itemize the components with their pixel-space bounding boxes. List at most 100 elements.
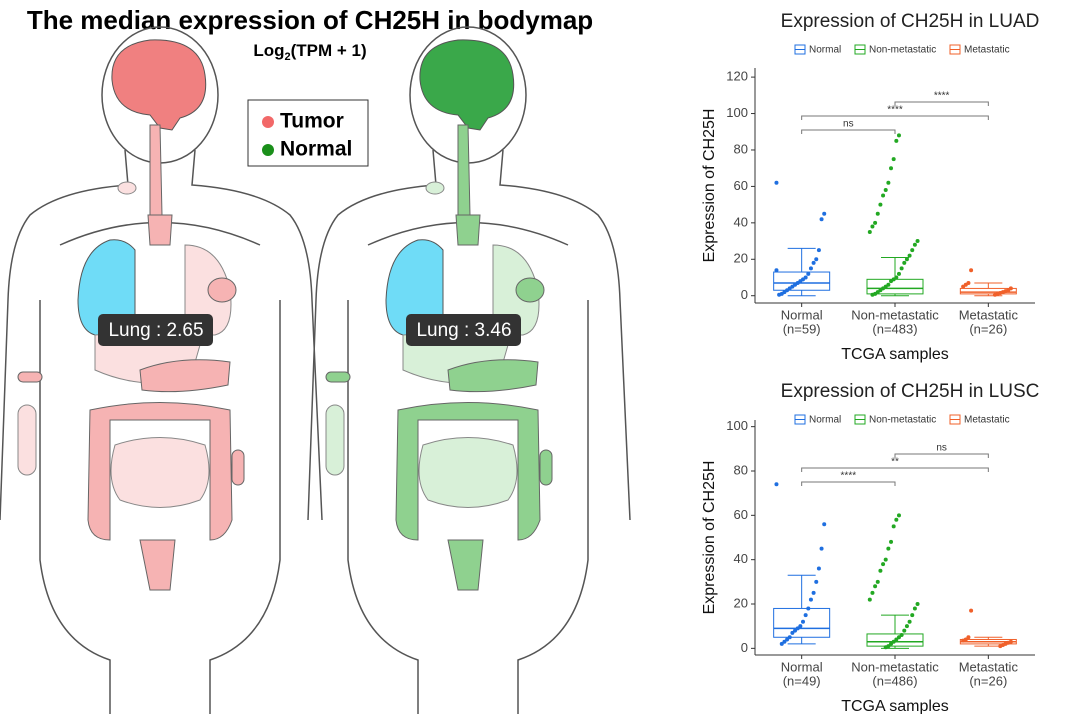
sig-label: ** xyxy=(891,457,899,468)
point xyxy=(886,546,891,551)
point xyxy=(808,597,813,602)
y-tick-label: 60 xyxy=(734,178,748,193)
x-tick-label: Normal xyxy=(781,659,823,674)
point xyxy=(961,284,966,289)
x-count-label: (n=486) xyxy=(872,673,917,688)
point xyxy=(961,638,966,643)
point xyxy=(883,645,888,650)
y-tick-label: 100 xyxy=(726,418,748,433)
x-count-label: (n=483) xyxy=(872,321,917,336)
point xyxy=(881,562,886,567)
legend-items: Tumor Normal xyxy=(262,110,352,161)
lung-label: Lung : 2.65 xyxy=(108,320,203,341)
point xyxy=(902,260,907,265)
sig-label: **** xyxy=(841,471,857,482)
point xyxy=(883,557,888,562)
legend-label: Metastatic xyxy=(964,415,1010,426)
point xyxy=(870,590,875,595)
legend-label: Non-metastatic xyxy=(869,45,936,56)
y-tick-label: 100 xyxy=(726,105,748,120)
box xyxy=(959,287,1017,295)
legend-dot xyxy=(262,144,274,156)
point xyxy=(806,606,811,611)
point xyxy=(881,193,886,198)
point xyxy=(904,257,909,262)
point xyxy=(896,513,901,518)
x-axis-title: TCGA samples xyxy=(841,346,949,363)
point xyxy=(915,602,920,607)
point xyxy=(907,619,912,624)
sig-bracket xyxy=(801,481,896,486)
point xyxy=(798,624,803,629)
sig-label: **** xyxy=(887,105,903,116)
x-tick-label: Metastatic xyxy=(959,307,1019,322)
point xyxy=(787,635,792,640)
x-tick-label: Non-metastatic xyxy=(851,307,939,322)
point xyxy=(814,579,819,584)
point xyxy=(870,292,875,297)
point xyxy=(816,248,821,253)
sig-label: **** xyxy=(934,91,950,102)
point xyxy=(891,639,896,644)
point xyxy=(790,630,795,635)
point xyxy=(889,641,894,646)
point xyxy=(896,635,901,640)
bodymap-subtitle: Log2(TPM + 1) xyxy=(253,41,366,62)
subtitle-rest: (TPM + 1) xyxy=(291,41,367,60)
point xyxy=(899,633,904,638)
point xyxy=(902,628,907,633)
point xyxy=(904,624,909,629)
point xyxy=(819,546,824,551)
sig-bracket xyxy=(801,467,989,472)
point xyxy=(907,253,912,258)
point xyxy=(992,292,997,297)
box xyxy=(773,271,831,291)
point xyxy=(785,637,790,642)
point xyxy=(875,579,880,584)
lung-label-box xyxy=(406,314,521,346)
x-count-label: (n=26) xyxy=(969,673,1007,688)
box xyxy=(773,607,831,638)
point xyxy=(811,260,816,265)
y-tick-label: 80 xyxy=(734,462,748,477)
point xyxy=(808,266,813,271)
point xyxy=(822,522,827,527)
sig-bracket xyxy=(801,129,896,134)
x-tick-label: Metastatic xyxy=(959,659,1019,674)
point xyxy=(873,584,878,589)
legend-label: Normal xyxy=(809,415,841,426)
point xyxy=(867,229,872,234)
point xyxy=(873,220,878,225)
sig-bracket xyxy=(894,453,989,458)
x-count-label: (n=26) xyxy=(969,321,1007,336)
point xyxy=(816,566,821,571)
point xyxy=(969,608,974,613)
x-count-label: (n=59) xyxy=(783,321,821,336)
x-count-label: (n=49) xyxy=(783,673,821,688)
point xyxy=(912,242,917,247)
point xyxy=(883,188,888,193)
legend-label: Metastatic xyxy=(964,45,1010,56)
point xyxy=(795,626,800,631)
chart-title: Expression of CH25H in LUAD xyxy=(781,11,1040,32)
y-axis-title: Expression of CH25H xyxy=(701,461,718,615)
point xyxy=(889,166,894,171)
point xyxy=(774,482,779,487)
box xyxy=(866,278,924,295)
point xyxy=(891,524,896,529)
x-axis-title: TCGA samples xyxy=(841,698,949,714)
point xyxy=(782,639,787,644)
y-tick-label: 80 xyxy=(734,141,748,156)
point xyxy=(969,268,974,273)
point xyxy=(800,619,805,624)
y-tick-label: 0 xyxy=(741,287,748,302)
point xyxy=(878,568,883,573)
point xyxy=(998,644,1003,649)
point xyxy=(779,641,784,646)
sig-label: ns xyxy=(936,443,947,454)
x-tick-label: Normal xyxy=(781,307,823,322)
legend-dot xyxy=(262,116,274,128)
y-tick-label: 120 xyxy=(726,69,748,84)
point xyxy=(886,180,891,185)
